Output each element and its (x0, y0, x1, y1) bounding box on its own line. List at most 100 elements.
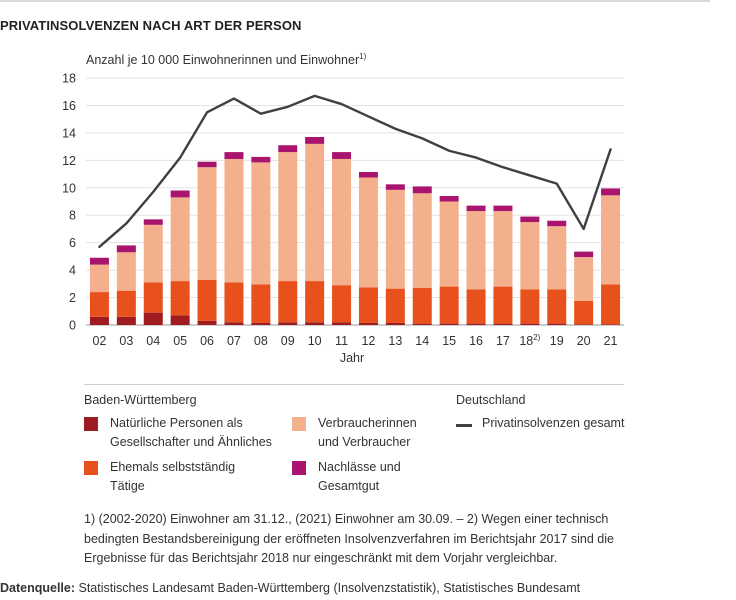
legend-item-ehemals-selbststaendig: Ehemals selbstständig Tätige (84, 458, 235, 496)
x-tick-label-text: 10 (308, 334, 322, 348)
bar-segment (601, 284, 621, 325)
x-tick-label-text: 15 (442, 334, 456, 348)
x-tick-label: 03 (119, 334, 133, 348)
bar-segment (574, 300, 594, 325)
bar-segment (251, 162, 271, 285)
y-tick-label: 16 (62, 99, 76, 113)
bar-segment (305, 322, 325, 325)
bar-segment (385, 189, 405, 289)
bar-segment (251, 156, 271, 163)
x-tick-label-text: 16 (469, 334, 483, 348)
bar-segment (278, 152, 298, 282)
bar-segment (493, 286, 513, 324)
bar-segment (278, 145, 298, 153)
legend-item-verbraucher: Verbraucherinnen und Verbraucher (292, 414, 417, 452)
bar-segment (439, 196, 459, 202)
bar-segment (439, 323, 459, 325)
bar-segment (170, 190, 190, 198)
x-tick-label: 182) (519, 333, 540, 348)
bar-segment (197, 167, 217, 280)
bar-segment (358, 322, 378, 325)
x-tick-label-text: 12 (361, 334, 375, 348)
bar-segment (547, 226, 567, 290)
x-tick-label: 02 (92, 334, 106, 348)
x-tick-label-text: 03 (119, 334, 133, 348)
bar-segment (89, 316, 109, 325)
bar-segment (332, 322, 352, 325)
chart: Anzahl je 10 000 Einwohnerinnen und Einw… (62, 52, 624, 365)
bar-segment (466, 323, 486, 325)
data-source-label: Datenquelle: (0, 581, 76, 595)
bar-segment (224, 158, 244, 283)
bar-segment (116, 245, 136, 253)
bar-segment (439, 286, 459, 324)
x-tick-label: 20 (577, 334, 591, 348)
x-tick-label-text: 21 (604, 334, 618, 348)
x-tick-label-text: 08 (254, 334, 268, 348)
legend-item-privatinsolvenzen-gesamt: Privatinsolvenzen gesamt (456, 414, 624, 433)
bar-segment (143, 219, 163, 225)
bar-segment (197, 320, 217, 325)
bar-segment (170, 315, 190, 325)
legend-item-natuerliche-personen: Natürliche Personen als Gesellschafter u… (84, 414, 272, 452)
legend-swatch (84, 417, 98, 431)
bar-segment (358, 287, 378, 323)
y-tick-label: 4 (69, 264, 76, 278)
legend-label: Verbraucherinnen und Verbraucher (318, 416, 417, 449)
x-tick-label: 17 (496, 334, 510, 348)
x-axis-label: Jahr (340, 351, 364, 365)
bar-segment (466, 211, 486, 290)
legend-swatch (292, 417, 306, 431)
bar-segment (89, 264, 109, 293)
bar-segment (170, 281, 190, 316)
y-tick-label: 8 (69, 209, 76, 223)
bar-segment (116, 252, 136, 291)
x-tick-label-text: 06 (200, 334, 214, 348)
bar-segment (224, 282, 244, 323)
footnote: 1) (2002-2020) Einwohner am 31.12., (202… (84, 512, 614, 565)
legend-label: Privatinsolvenzen gesamt (482, 416, 625, 430)
bar-segment (601, 188, 621, 196)
y-axis-label: Anzahl je 10 000 Einwohnerinnen und Einw… (86, 52, 367, 67)
x-tick-label: 09 (281, 334, 295, 348)
x-tick-label-text: 11 (335, 334, 348, 348)
bar-segment (224, 152, 244, 159)
bar-segment (412, 323, 432, 325)
line-privatinsolvenzen-gesamt (98, 94, 612, 248)
x-tick-label: 12 (361, 334, 375, 348)
bar-segment (89, 292, 109, 317)
bar-segment (358, 177, 378, 288)
y-tick-label: 18 (62, 72, 76, 86)
bar-segment (520, 222, 540, 290)
x-tick-label-text: 09 (281, 334, 295, 348)
legend-group-de: Deutschland (456, 393, 526, 407)
top-rule (0, 0, 710, 2)
legend-label: Natürliche Personen als Gesellschafter u… (110, 416, 272, 449)
x-tick-label-text: 18 (519, 334, 533, 348)
y-axis-label-sup: 1) (359, 52, 366, 61)
x-tick-label: 16 (469, 334, 483, 348)
x-tick-label: 10 (308, 334, 322, 348)
x-tick-label: 06 (200, 334, 214, 348)
x-tick-label: 04 (146, 334, 160, 348)
x-tick-label: 05 (173, 334, 187, 348)
bar-segment (385, 184, 405, 190)
y-tick-label: 12 (62, 154, 76, 168)
bar-segment (601, 324, 621, 325)
bar-segment (332, 158, 352, 286)
y-tick-label: 14 (62, 126, 76, 140)
bar-segment (520, 323, 540, 325)
legend-swatch (84, 461, 98, 475)
bar-segment (412, 287, 432, 324)
bar-segment (305, 143, 325, 282)
bar-segment (116, 290, 136, 317)
bar-segment (143, 312, 163, 325)
bar-segment (143, 224, 163, 283)
bar-segment (547, 323, 567, 325)
bar-segment (358, 171, 378, 178)
x-tick-label-text: 02 (92, 334, 106, 348)
y-tick-label: 0 (69, 319, 76, 333)
bar-segment (305, 137, 325, 144)
bar-segment (547, 289, 567, 324)
